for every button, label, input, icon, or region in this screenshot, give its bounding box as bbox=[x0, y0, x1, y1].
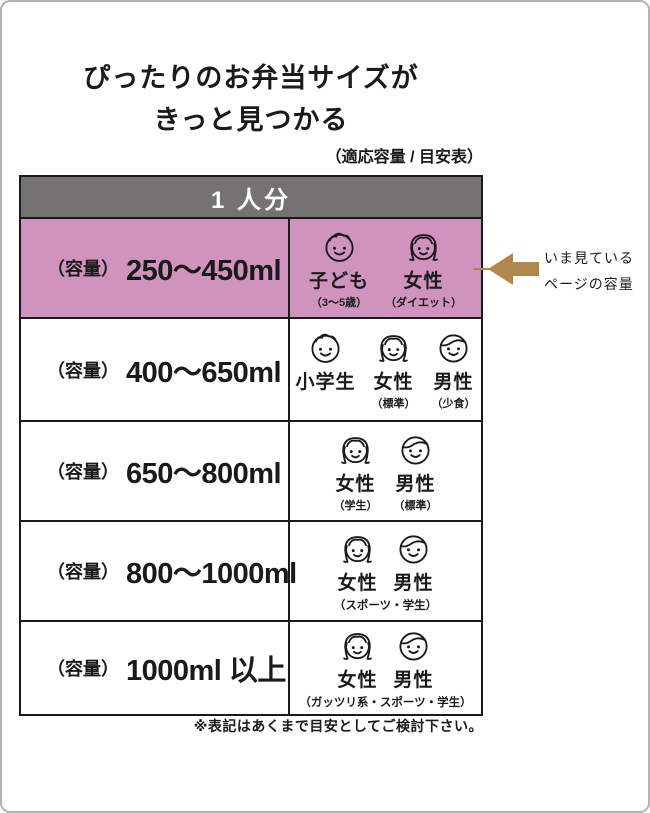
arrow-left-icon bbox=[488, 253, 539, 285]
persons-group: 小学生 女性 （標準） 男性 （少食） bbox=[295, 328, 476, 411]
shared-sublabel: （ガッツリ系・スポーツ・学生） bbox=[299, 697, 472, 709]
person-sublabel: （少食） bbox=[431, 398, 476, 410]
person-label: 男性 bbox=[393, 573, 434, 594]
capacity-prefix: （容量） bbox=[47, 259, 119, 279]
person: 女性 bbox=[337, 626, 377, 692]
current-page-callout: いま見ている ページの容量 bbox=[472, 245, 644, 295]
woman-icon bbox=[341, 436, 370, 464]
person-label: 女性 bbox=[403, 270, 444, 292]
person-label: 男性 bbox=[395, 473, 436, 495]
capacity-table: 1 人分 （容量） 250〜450ml 子ども （3〜5歳） 女性 （ダイエット… bbox=[19, 175, 483, 716]
person-label: 子ども bbox=[309, 270, 370, 292]
man-icon bbox=[439, 334, 468, 363]
person: 男性 （標準） bbox=[394, 430, 438, 513]
person: 女性 （標準） bbox=[372, 328, 416, 411]
person-sublabel: （3〜5歳） bbox=[310, 296, 368, 309]
page-title-line1: ぴったりのお弁当サイズが bbox=[83, 63, 419, 93]
audience-cell: 子ども （3〜5歳） 女性 （ダイエット） bbox=[290, 219, 481, 317]
table-row: （容量） 1000ml 以上 女性 男性 （ガッツリ系・スポーツ・学生） bbox=[21, 620, 481, 714]
capacity-cell: （容量） 800〜1000ml bbox=[21, 522, 297, 620]
person: 男性 bbox=[394, 529, 434, 595]
person-label: 女性 bbox=[337, 573, 378, 594]
capacity-cell: （容量） 650〜800ml bbox=[21, 422, 290, 520]
person: 女性 （ダイエット） bbox=[385, 227, 462, 310]
persons-group: 女性 （学生） 男性 （標準） bbox=[334, 430, 438, 513]
table-body: （容量） 250〜450ml 子ども （3〜5歳） 女性 （ダイエット） （容量… bbox=[21, 217, 481, 714]
table-row: （容量） 800〜1000ml 女性 男性 （スポーツ・学生） bbox=[21, 520, 481, 620]
audience-cell: 女性 男性 （ガッツリ系・スポーツ・学生） bbox=[290, 622, 481, 714]
person-sublabel: （ダイエット） bbox=[385, 296, 462, 309]
capacity-prefix: （容量） bbox=[47, 360, 119, 381]
person-label: 男性 bbox=[393, 670, 434, 691]
persons-group: 女性 男性 bbox=[337, 529, 433, 595]
woman-icon bbox=[379, 335, 408, 362]
capacity-value: 250〜450ml bbox=[126, 255, 282, 287]
capacity-prefix: （容量） bbox=[47, 659, 119, 679]
person-label: 男性 bbox=[433, 372, 474, 393]
callout-text-line2: ページの容量 bbox=[544, 276, 634, 292]
person-label: 女性 bbox=[337, 670, 378, 691]
table-row: （容量） 400〜650ml 小学生 女性 （標準） 男性 （少食） bbox=[21, 317, 481, 420]
capacity-prefix: （容量） bbox=[47, 562, 119, 582]
capacity-prefix: （容量） bbox=[47, 462, 119, 482]
person: 小学生 bbox=[295, 328, 355, 394]
table-row: （容量） 650〜800ml 女性 （学生） 男性 （標準） bbox=[21, 420, 481, 520]
person: 女性 （学生） bbox=[334, 430, 378, 513]
table-row: （容量） 250〜450ml 子ども （3〜5歳） 女性 （ダイエット） bbox=[21, 217, 481, 317]
person-label: 女性 bbox=[335, 473, 376, 495]
person-label: 女性 bbox=[373, 372, 414, 393]
person: 女性 bbox=[337, 529, 377, 595]
woman-icon bbox=[409, 233, 438, 261]
person-sublabel: （標準） bbox=[371, 398, 416, 410]
person-label: 小学生 bbox=[295, 372, 356, 393]
capacity-cell: （容量） 1000ml 以上 bbox=[21, 622, 290, 714]
table-header: 1 人分 bbox=[21, 177, 481, 217]
person-sublabel: （標準） bbox=[393, 499, 438, 512]
capacity-cell: （容量） 400〜650ml bbox=[21, 319, 290, 420]
callout-text-line1: いま見ている bbox=[544, 250, 634, 266]
audience-cell: 女性 （学生） 男性 （標準） bbox=[290, 422, 481, 520]
page-title-line2: きっと見つかる bbox=[153, 105, 349, 135]
capacity-value: 1000ml 以上 bbox=[126, 655, 286, 687]
person-sublabel: （学生） bbox=[333, 499, 378, 512]
man-icon bbox=[399, 535, 428, 564]
footer-note: ※表記はあくまで目安としてご検討下さい。 bbox=[193, 718, 483, 734]
woman-icon bbox=[343, 536, 372, 563]
man-icon bbox=[399, 632, 428, 661]
child-icon bbox=[325, 232, 354, 262]
woman-icon bbox=[343, 633, 372, 660]
capacity-value: 400〜650ml bbox=[126, 356, 282, 389]
arrow-tail-line bbox=[473, 268, 491, 270]
capacity-cell: （容量） 250〜450ml bbox=[21, 219, 290, 317]
shared-sublabel: （スポーツ・学生） bbox=[333, 600, 438, 612]
callout-text: いま見ている ページの容量 bbox=[544, 245, 634, 297]
page-subtitle: （適応容量 / 目安表） bbox=[325, 149, 483, 166]
child-icon bbox=[311, 333, 340, 363]
person: 男性 bbox=[394, 626, 434, 692]
audience-cell: 女性 男性 （スポーツ・学生） bbox=[290, 522, 481, 620]
persons-group: 女性 男性 bbox=[337, 626, 433, 692]
capacity-value: 800〜1000ml bbox=[126, 558, 297, 590]
page-title: ぴったりのお弁当サイズが きっと見つかる bbox=[19, 62, 483, 136]
audience-cell: 小学生 女性 （標準） 男性 （少食） bbox=[290, 319, 481, 420]
person: 子ども （3〜5歳） bbox=[309, 227, 369, 310]
persons-group: 子ども （3〜5歳） 女性 （ダイエット） bbox=[309, 227, 462, 310]
person: 男性 （少食） bbox=[432, 328, 476, 411]
capacity-value: 650〜800ml bbox=[126, 458, 282, 490]
man-icon bbox=[401, 435, 430, 464]
